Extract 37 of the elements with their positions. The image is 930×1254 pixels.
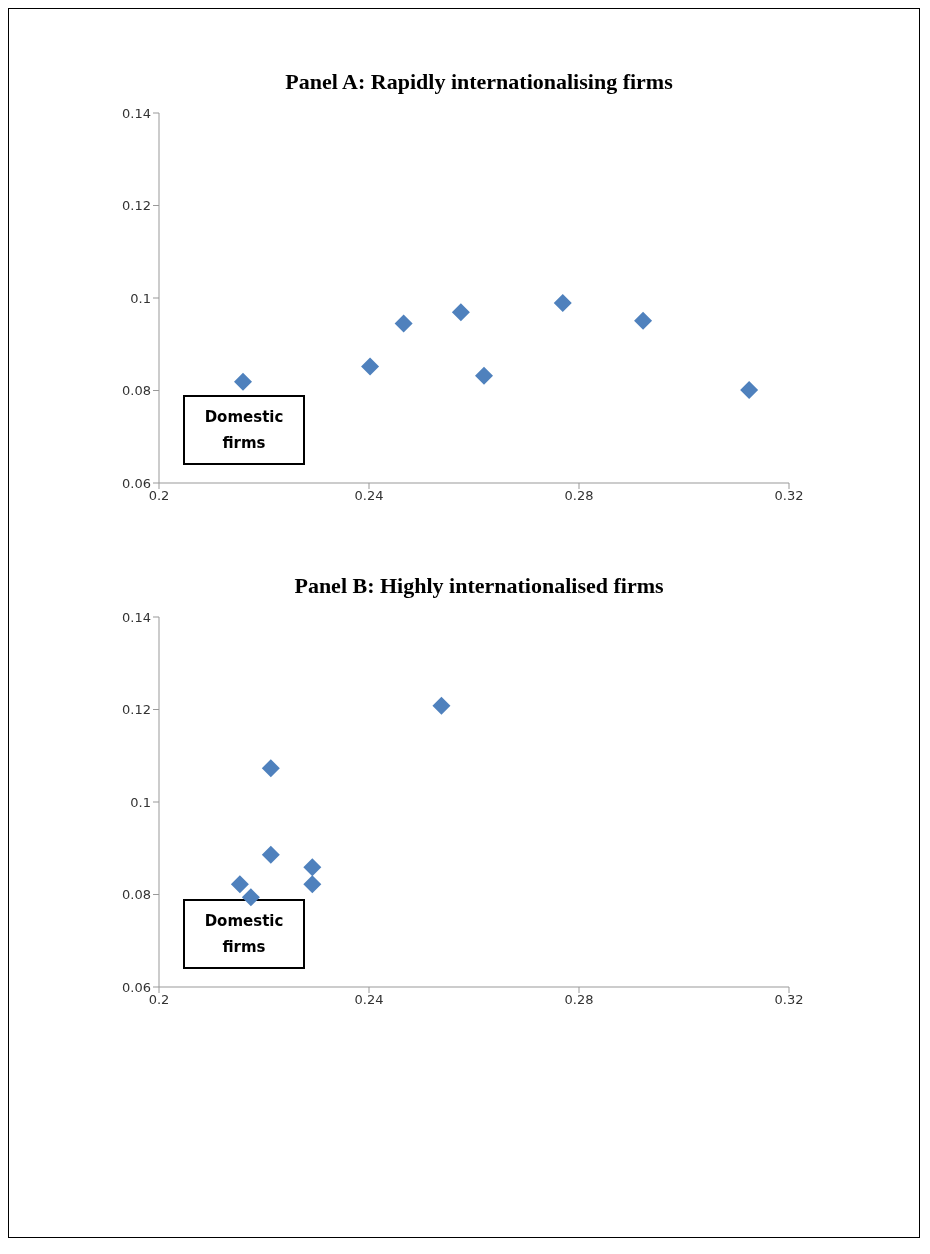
x-tick-label: 0.32 [774,992,804,1008]
y-tick-label: 0.14 [122,609,151,625]
x-tick-label: 0.24 [354,992,384,1008]
y-tick-label: 0.1 [130,290,151,306]
annotation: Domestic firms [183,899,305,969]
point [234,372,252,391]
point [303,875,322,894]
point [451,303,470,322]
x-tick-label: 0.24 [354,488,384,504]
point [394,314,413,333]
y-tick-label: 0.1 [130,794,151,810]
chart-title: Panel B: Highly internationalised firms [293,573,665,599]
point [303,858,322,877]
y-tick-label: 0.06 [122,979,151,995]
y-tick-label: 0.08 [122,383,151,399]
chart-title: Panel A: Rapidly internationalising firms [284,69,674,95]
x-tick-label: 0.32 [774,488,804,504]
point [432,696,451,715]
x-tick-label: 0.28 [564,992,594,1008]
point [241,888,260,907]
point [230,875,249,894]
point [740,381,759,400]
y-tick-label: 0.12 [122,702,151,718]
y-tick-label: 0.08 [122,887,151,903]
point [474,366,493,385]
point [634,311,653,330]
y-tick-label: 0.12 [122,198,151,214]
point [261,845,280,864]
point [361,357,380,376]
point [553,294,572,313]
annotation: Domestic firms [183,395,305,465]
x-tick-label: 0.2 [148,488,170,504]
y-tick-label: 0.06 [122,475,151,491]
point [261,759,280,778]
y-tick-label: 0.14 [122,105,151,121]
x-tick-label: 0.2 [148,992,170,1008]
x-tick-label: 0.28 [564,488,594,504]
